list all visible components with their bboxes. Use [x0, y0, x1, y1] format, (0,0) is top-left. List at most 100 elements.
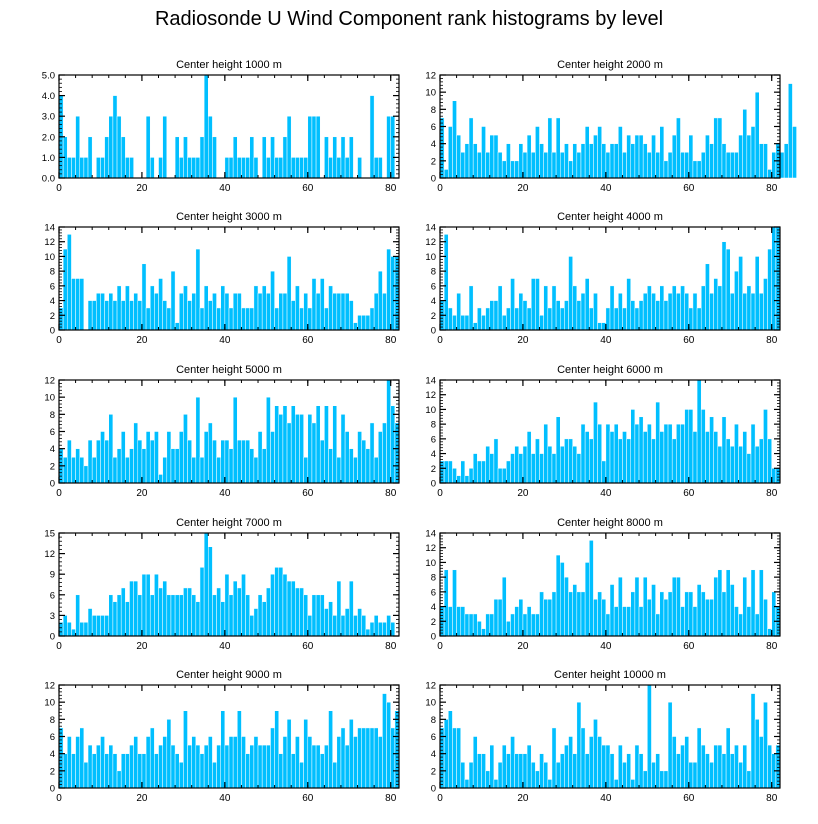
y-tick-label: 4: [431, 139, 436, 150]
histogram-bar: [750, 126, 756, 179]
histogram-bar: [145, 431, 151, 484]
histogram-bar: [120, 136, 126, 179]
histogram-bar: [104, 753, 110, 789]
histogram-bar: [763, 701, 768, 789]
histogram-bar: [170, 270, 176, 331]
histogram-bar: [501, 315, 507, 331]
histogram-bar: [67, 439, 72, 484]
histogram-bar: [129, 157, 134, 179]
histogram-bar: [100, 736, 105, 789]
histogram-bar: [348, 136, 354, 179]
y-tick-label: 10: [425, 698, 436, 709]
x-tick-label: 0: [56, 488, 62, 499]
histogram-bar: [452, 315, 457, 331]
histogram-bar: [676, 576, 681, 637]
histogram-bar: [506, 307, 511, 331]
histogram-bar: [290, 580, 296, 637]
histogram-bar: [336, 457, 342, 484]
histogram-bar: [717, 744, 723, 789]
histogram-bar: [663, 423, 669, 484]
histogram-bar: [489, 744, 495, 789]
x-tick-label: 80: [385, 488, 397, 499]
histogram-bar: [630, 143, 636, 179]
histogram-bar: [576, 453, 582, 484]
histogram-bar: [634, 423, 640, 484]
histogram-bar: [96, 157, 101, 179]
histogram-bar: [162, 457, 168, 484]
histogram-bar: [593, 292, 598, 331]
histogram-bar: [725, 438, 731, 484]
histogram-bar: [108, 292, 114, 331]
histogram-bar: [618, 438, 623, 484]
histogram-bar: [365, 315, 371, 331]
x-tick-label: 80: [766, 488, 778, 499]
histogram-bar: [506, 460, 511, 484]
x-tick-label: 0: [56, 335, 62, 346]
y-tick-label: 6: [50, 427, 55, 438]
histogram-bar: [178, 594, 184, 637]
histogram-bar: [696, 727, 702, 789]
histogram-bar: [530, 613, 536, 637]
histogram-bar: [601, 598, 607, 637]
x-tick-label: 60: [302, 641, 314, 652]
histogram-bar: [286, 256, 292, 331]
histogram-bar: [62, 457, 68, 484]
histogram-bar: [597, 591, 602, 637]
y-tick-label: 5.0: [42, 71, 55, 82]
panel-title: Center height 3000 m: [176, 211, 282, 223]
histogram-bar: [663, 598, 669, 637]
histogram-bar: [501, 744, 507, 789]
histogram-bar: [328, 710, 333, 789]
histogram-bar: [324, 744, 329, 789]
histogram-bar: [249, 136, 255, 179]
histogram-bar: [87, 136, 93, 179]
histogram-bar: [464, 779, 470, 789]
histogram-bar: [688, 409, 694, 484]
histogram-bar: [96, 439, 101, 484]
histogram-bar: [642, 143, 648, 179]
histogram-bar: [559, 445, 565, 484]
y-tick-label: 6: [431, 281, 436, 292]
y-tick-label: 14: [425, 376, 436, 387]
histogram-bar: [162, 580, 168, 637]
histogram-bar: [535, 126, 540, 179]
histogram-bar: [655, 613, 661, 637]
histogram-bar: [618, 576, 623, 637]
histogram-bar: [295, 414, 300, 484]
histogram-bar: [120, 587, 126, 637]
histogram-bar: [257, 744, 263, 789]
histogram-bar: [754, 91, 760, 179]
histogram-bar: [547, 779, 553, 789]
histogram-bar: [241, 736, 246, 789]
y-tick-label: 0: [50, 632, 55, 643]
histogram-bar: [208, 422, 213, 484]
histogram-bar: [112, 457, 118, 484]
histogram-bar: [149, 594, 155, 637]
histogram-bar: [237, 157, 242, 179]
histogram-bar: [597, 322, 602, 331]
histogram-bar: [212, 136, 217, 179]
histogram-bar: [96, 744, 101, 789]
histogram-bar: [477, 460, 482, 484]
histogram-bar: [154, 431, 159, 484]
histogram-bar: [386, 615, 391, 637]
histogram-bar: [311, 594, 317, 637]
histogram-bar: [572, 285, 578, 331]
histogram-bar: [759, 736, 764, 789]
histogram-bar: [543, 285, 549, 331]
panel-title: Center height 4000 m: [557, 211, 663, 223]
histogram-bar: [564, 744, 569, 789]
histogram-bar: [369, 727, 375, 789]
histogram-bar: [282, 136, 288, 179]
histogram-bar: [638, 300, 644, 331]
histogram-bar: [464, 143, 470, 179]
y-tick-label: 8: [431, 105, 436, 116]
y-tick-label: 14: [425, 529, 436, 540]
histogram-bar: [319, 753, 325, 789]
histogram-bar: [220, 439, 226, 484]
histogram-bar: [456, 727, 461, 789]
histogram-bar: [618, 292, 623, 331]
histogram-bar: [721, 416, 727, 484]
histogram-bar: [738, 256, 743, 331]
y-tick-label: 0: [50, 479, 55, 490]
